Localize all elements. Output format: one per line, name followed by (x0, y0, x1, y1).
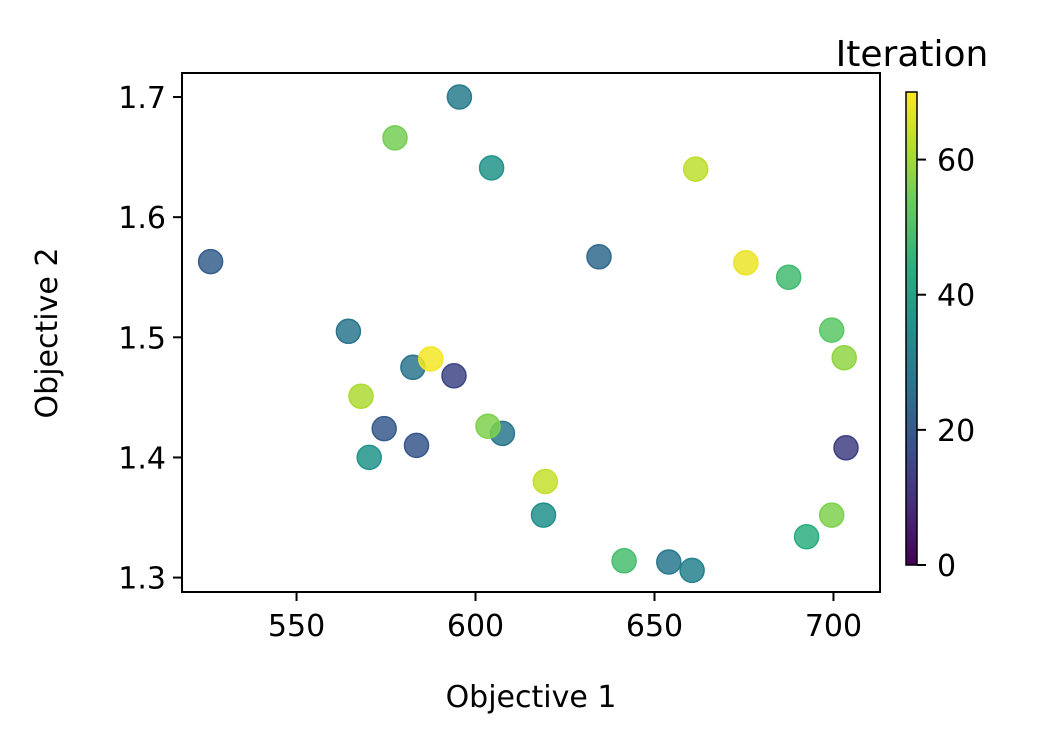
y-tick-label: 1.5 (118, 321, 166, 356)
data-point-1 (335, 318, 362, 345)
data-point-0 (197, 248, 224, 275)
data-point-24 (818, 317, 845, 343)
colorbar-tick-label: 60 (937, 144, 975, 179)
y-tick-label: 1.7 (118, 81, 166, 116)
data-point-20 (682, 156, 709, 182)
y-tick-label: 1.4 (118, 441, 166, 476)
data-point-22 (775, 264, 802, 290)
x-tick-label: 700 (805, 609, 862, 644)
data-point-26 (831, 344, 857, 371)
data-point-2 (348, 383, 374, 409)
colorbar-ticks: 0 20 40 60 (917, 144, 975, 584)
colorbar-title: Iteration (836, 34, 989, 75)
data-point-11 (475, 413, 501, 439)
y-axis-title: Objective 2 (30, 248, 65, 419)
x-axis-title: Objective 1 (446, 680, 617, 715)
data-point-7 (403, 432, 430, 459)
x-tick-label: 600 (447, 609, 504, 644)
x-axis-ticks: 550 600 650 700 (268, 592, 862, 644)
x-tick-label: 650 (626, 609, 683, 644)
x-tick-label: 550 (268, 609, 325, 644)
data-point-9 (441, 363, 467, 389)
data-point-17 (611, 548, 637, 574)
data-point-10 (446, 84, 473, 110)
y-tick-label: 1.3 (118, 562, 166, 597)
data-point-18 (656, 549, 682, 575)
y-tick-label: 1.6 (118, 201, 166, 236)
plot-area-frame (181, 72, 881, 593)
colorbar-tick-label: 0 (937, 549, 956, 584)
data-point-23 (793, 523, 820, 550)
data-point-15 (532, 468, 559, 495)
data-point-16 (586, 244, 612, 270)
data-point-4 (371, 415, 397, 442)
data-point-8 (418, 346, 444, 372)
colorbar-tick-label: 40 (937, 279, 975, 314)
data-point-5 (382, 125, 408, 151)
y-axis-ticks: 1.3 1.4 1.5 1.6 1.7 (118, 81, 182, 597)
data-point-21 (733, 250, 759, 276)
colorbar-tick-label: 20 (937, 414, 975, 449)
colorbar (905, 91, 918, 566)
data-point-25 (818, 502, 845, 528)
data-point-27 (833, 435, 859, 461)
data-point-3 (356, 444, 382, 471)
data-points (197, 84, 859, 584)
data-point-12 (478, 155, 505, 181)
data-point-14 (530, 502, 557, 528)
data-point-19 (679, 557, 705, 584)
